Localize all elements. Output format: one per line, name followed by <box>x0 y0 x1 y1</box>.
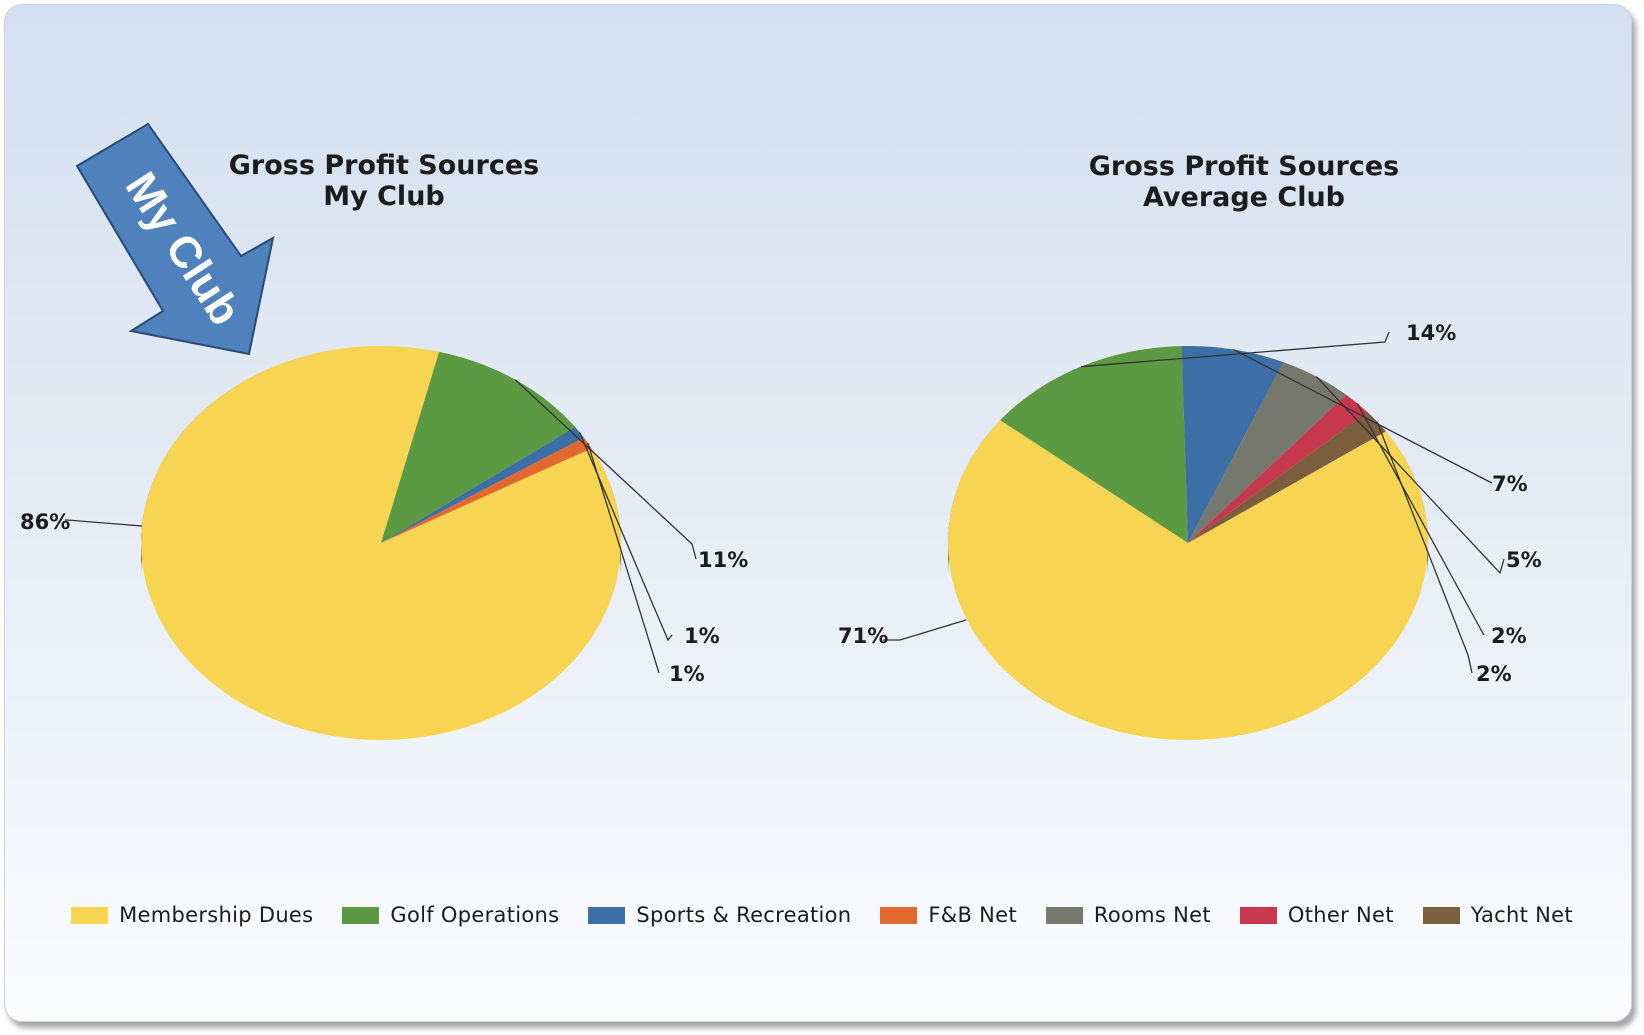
chart-title: Gross Profit Sources <box>228 150 540 181</box>
legend-swatch <box>71 906 109 924</box>
legend-item: F&B Net <box>880 903 1017 927</box>
legend-label: Golf Operations <box>390 903 560 927</box>
pie-data-label: 71% <box>838 624 888 648</box>
legend-swatch <box>1045 906 1083 924</box>
legend: Membership Dues Golf Operations Sports &… <box>0 895 1644 935</box>
pie-top <box>141 346 621 740</box>
pie-slice <box>1188 394 1368 543</box>
label-leader-line <box>1315 376 1505 575</box>
legend-label: Yacht Net <box>1470 903 1573 927</box>
pie-data-label: 2% <box>1491 624 1527 648</box>
legend-item: Other Net <box>1239 903 1394 927</box>
chart-title-average-club: Gross Profit Sources Average Club <box>944 151 1544 213</box>
legend-swatch <box>588 906 626 924</box>
pie-data-label: 5% <box>1506 548 1542 572</box>
label-leader-line <box>1376 421 1473 674</box>
pie-data-label: 14% <box>1406 321 1456 345</box>
chart-title-my-club: Gross Profit Sources My Club <box>84 150 684 212</box>
legend-swatch <box>1422 906 1460 924</box>
pie-slice <box>381 427 584 543</box>
pie-slice <box>381 351 576 543</box>
pie-data-label: 7% <box>1492 472 1528 496</box>
legend-label: Membership Dues <box>119 903 314 927</box>
label-leader-line <box>1233 349 1493 484</box>
pie-data-label: 11% <box>698 548 748 572</box>
legend-item: Golf Operations <box>342 903 559 927</box>
label-leader-line <box>1356 402 1485 636</box>
label-leader-line <box>579 432 673 642</box>
legend-label: Other Net <box>1287 903 1394 927</box>
legend-item: Sports & Recreation <box>588 903 851 927</box>
pie-labels: 86% 11% 1% 1% <box>20 379 748 686</box>
label-leader-line <box>65 519 143 527</box>
arrow-shape <box>75 122 275 356</box>
label-leader-line <box>587 442 660 674</box>
pie-data-label: 1% <box>669 662 705 686</box>
legend-swatch <box>1239 906 1277 924</box>
pie-slice <box>1188 362 1347 543</box>
legend-swatch <box>880 906 918 924</box>
chart-subtitle: My Club <box>323 181 445 212</box>
label-leader-line <box>1080 331 1390 368</box>
legend-item: Yacht Net <box>1422 903 1573 927</box>
pie-data-label: 86% <box>20 510 70 534</box>
my-club-callout-arrow: My Club <box>75 122 275 356</box>
label-leader-line <box>514 379 697 560</box>
pie-slice <box>948 420 1428 740</box>
pie-chart-average-club: 71% 14% 7% 5% 2% 2% <box>838 321 1542 740</box>
pie-slice <box>381 437 592 543</box>
legend-item: Membership Dues <box>71 903 313 927</box>
pie-labels: 71% 14% 7% 5% 2% 2% <box>838 321 1542 686</box>
pie-chart-my-club: 86% 11% 1% 1% <box>20 346 748 740</box>
pie-slice <box>1188 412 1386 543</box>
legend-label: Rooms Net <box>1093 903 1211 927</box>
legend-swatch <box>342 906 380 924</box>
pie-slice <box>1181 346 1284 543</box>
label-leader-line <box>883 619 967 641</box>
pie-data-label: 1% <box>684 624 720 648</box>
legend-label: Sports & Recreation <box>636 903 852 927</box>
chart-subtitle: Average Club <box>1142 182 1346 213</box>
legend-label: F&B Net <box>928 903 1017 927</box>
legend-item: Rooms Net <box>1045 903 1211 927</box>
pie-data-label: 2% <box>1476 662 1512 686</box>
pie-slice <box>1000 346 1188 543</box>
chart-title: Gross Profit Sources <box>1088 151 1400 182</box>
pie-top <box>948 346 1428 740</box>
